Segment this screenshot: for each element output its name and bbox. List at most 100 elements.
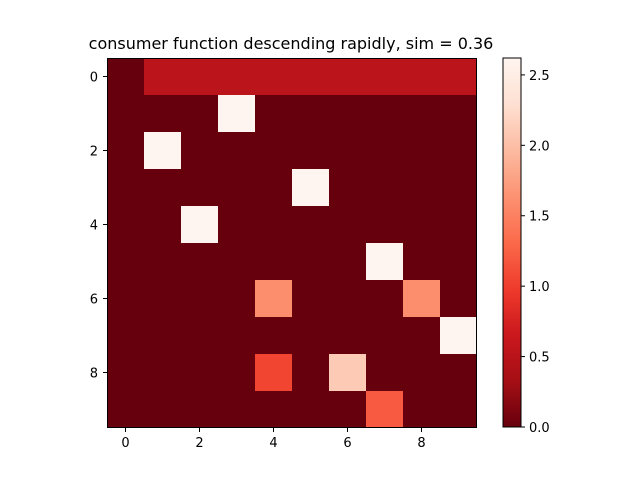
heatmap-cell-r2-c5	[292, 132, 329, 169]
heatmap-cell-r3-c2	[181, 169, 218, 206]
heatmap-cells	[107, 58, 477, 428]
heatmap-cell-r8-c3	[218, 354, 255, 391]
heatmap-cell-r1-c1	[144, 95, 181, 132]
heatmap-cell-r9-c3	[218, 391, 255, 428]
heatmap-cell-r7-c2	[181, 317, 218, 354]
x-tick-label: 8	[417, 436, 425, 451]
heatmap-cell-r4-c4	[255, 206, 292, 243]
y-axis: 0 2 4 6 8	[90, 71, 107, 382]
colorbar-tick-label: 2.0	[529, 139, 550, 154]
heatmap-cell-r3-c9	[440, 169, 477, 206]
heatmap-cell-r8-c6	[329, 354, 366, 391]
heatmap-cell-r1-c4	[255, 95, 292, 132]
heatmap-cell-r8-c7	[366, 354, 403, 391]
y-tick-label: 6	[90, 293, 98, 308]
heatmap-cell-r0-c6	[329, 58, 366, 95]
heatmap-cell-r3-c1	[144, 169, 181, 206]
heatmap-cell-r8-c5	[292, 354, 329, 391]
heatmap-cell-r0-c5	[292, 58, 329, 95]
heatmap-cell-r9-c1	[144, 391, 181, 428]
heatmap-cell-r4-c2	[181, 206, 218, 243]
heatmap-cell-r5-c4	[255, 243, 292, 280]
heatmap-cell-r9-c7	[366, 391, 403, 428]
heatmap-cell-r1-c9	[440, 95, 477, 132]
colorbar-axis: 0.0 0.5 1.0 1.5 2.0 2.5	[521, 69, 550, 436]
heatmap-cell-r4-c6	[329, 206, 366, 243]
heatmap-cell-r7-c1	[144, 317, 181, 354]
heatmap-cell-r8-c0	[107, 354, 144, 391]
heatmap-cell-r5-c3	[218, 243, 255, 280]
x-tick-label: 2	[195, 436, 203, 451]
heatmap-cell-r3-c6	[329, 169, 366, 206]
x-axis: 0 2 4 6 8	[121, 428, 426, 451]
heatmap-cell-r1-c6	[329, 95, 366, 132]
heatmap-cell-r5-c6	[329, 243, 366, 280]
heatmap-cell-r2-c4	[255, 132, 292, 169]
heatmap-cell-r3-c7	[366, 169, 403, 206]
x-tick-label: 0	[121, 436, 129, 451]
heatmap-cell-r7-c6	[329, 317, 366, 354]
y-tick-label: 2	[90, 145, 98, 160]
heatmap-cell-r2-c7	[366, 132, 403, 169]
heatmap-cell-r0-c4	[255, 58, 292, 95]
heatmap-cell-r6-c2	[181, 280, 218, 317]
heatmap-cell-r6-c6	[329, 280, 366, 317]
heatmap-cell-r1-c2	[181, 95, 218, 132]
y-tick-label: 4	[90, 219, 98, 234]
heatmap-cell-r2-c9	[440, 132, 477, 169]
colorbar-tick-label: 1.5	[529, 210, 550, 225]
colorbar-tick-label: 0.0	[529, 421, 550, 436]
heatmap-cell-r3-c0	[107, 169, 144, 206]
heatmap-cell-r0-c9	[440, 58, 477, 95]
heatmap-cell-r5-c2	[181, 243, 218, 280]
heatmap-cell-r1-c8	[403, 95, 440, 132]
heatmap-cell-r4-c5	[292, 206, 329, 243]
heatmap-cell-r6-c0	[107, 280, 144, 317]
heatmap-cell-r4-c8	[403, 206, 440, 243]
heatmap-cell-r6-c4	[255, 280, 292, 317]
heatmap-cell-r4-c9	[440, 206, 477, 243]
heatmap-cell-r0-c1	[144, 58, 181, 95]
heatmap-cell-r3-c8	[403, 169, 440, 206]
x-tick-label: 6	[343, 436, 351, 451]
heatmap-cell-r7-c7	[366, 317, 403, 354]
heatmap-cell-r4-c3	[218, 206, 255, 243]
y-tick-label: 0	[90, 71, 98, 86]
heatmap-cell-r5-c9	[440, 243, 477, 280]
heatmap-cell-r7-c5	[292, 317, 329, 354]
heatmap-cell-r7-c0	[107, 317, 144, 354]
heatmap-cell-r0-c3	[218, 58, 255, 95]
heatmap-cell-r9-c0	[107, 391, 144, 428]
heatmap-cell-r8-c9	[440, 354, 477, 391]
heatmap-cell-r2-c1	[144, 132, 181, 169]
heatmap-cell-r5-c8	[403, 243, 440, 280]
heatmap-cell-r6-c7	[366, 280, 403, 317]
heatmap-cell-r5-c7	[366, 243, 403, 280]
heatmap-cell-r3-c3	[218, 169, 255, 206]
heatmap-cell-r0-c7	[366, 58, 403, 95]
heatmap-cell-r2-c6	[329, 132, 366, 169]
heatmap-cell-r6-c3	[218, 280, 255, 317]
heatmap-cell-r8-c4	[255, 354, 292, 391]
heatmap-cell-r3-c5	[292, 169, 329, 206]
heatmap-cell-r5-c0	[107, 243, 144, 280]
heatmap-cell-r1-c0	[107, 95, 144, 132]
heatmap-cell-r9-c5	[292, 391, 329, 428]
heatmap-cell-r7-c3	[218, 317, 255, 354]
heatmap-cell-r6-c5	[292, 280, 329, 317]
heatmap-cell-r5-c1	[144, 243, 181, 280]
heatmap-cell-r3-c4	[255, 169, 292, 206]
heatmap-cell-r9-c4	[255, 391, 292, 428]
heatmap-cell-r7-c9	[440, 317, 477, 354]
heatmap-cell-r4-c0	[107, 206, 144, 243]
heatmap-cell-r2-c0	[107, 132, 144, 169]
heatmap-cell-r4-c7	[366, 206, 403, 243]
heatmap-cell-r6-c8	[403, 280, 440, 317]
heatmap-cell-r4-c1	[144, 206, 181, 243]
heatmap-cell-r9-c2	[181, 391, 218, 428]
heatmap-cell-r1-c7	[366, 95, 403, 132]
colorbar-tick-label: 1.0	[529, 280, 550, 295]
heatmap-cell-r7-c4	[255, 317, 292, 354]
heatmap-cell-r5-c5	[292, 243, 329, 280]
